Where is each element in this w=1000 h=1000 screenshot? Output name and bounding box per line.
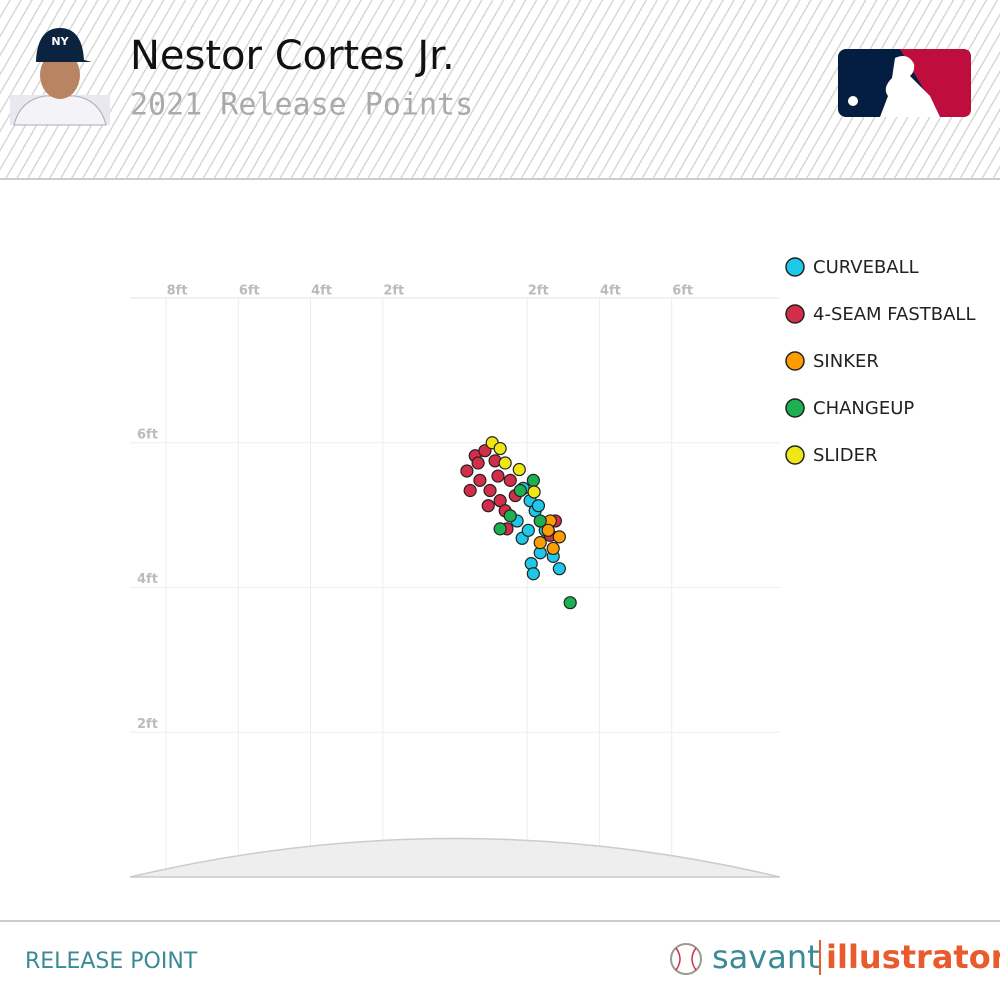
legend-label: CHANGEUP <box>813 398 914 419</box>
grid <box>130 297 780 877</box>
release-point <box>491 469 505 483</box>
release-point <box>552 530 566 544</box>
release-point <box>471 456 485 470</box>
legend-label: CURVEBALL <box>813 257 919 278</box>
pitching-mound <box>129 837 781 878</box>
savant-logo <box>670 940 821 975</box>
x-tick-label: 6ft <box>239 284 260 299</box>
release-point <box>526 567 540 581</box>
legend-swatch <box>785 351 805 371</box>
legend-swatch <box>785 304 805 324</box>
release-point <box>493 522 507 536</box>
release-point <box>493 441 507 456</box>
release-point <box>460 464 474 478</box>
release-point <box>473 473 487 487</box>
release-point <box>521 523 535 537</box>
legend-label: SINKER <box>813 351 879 372</box>
x-tick-label: 4ft <box>600 284 621 299</box>
release-point <box>503 509 517 523</box>
release-point <box>498 456 512 470</box>
header <box>0 0 1000 180</box>
release-point <box>526 473 540 487</box>
release-point <box>546 541 560 556</box>
legend-swatch <box>785 257 805 277</box>
x-tick-label: 2ft <box>383 284 404 299</box>
release-point <box>541 523 555 537</box>
legend-swatch <box>785 398 805 418</box>
y-tick-label: 6ft <box>137 427 158 442</box>
release-point <box>503 473 517 487</box>
y-tick-label: 4ft <box>137 572 158 587</box>
release-point <box>483 483 497 498</box>
brand-illustrator: illustrator <box>826 938 1000 976</box>
svg-text:NY: NY <box>51 35 69 48</box>
footer <box>0 920 1000 1000</box>
legend-label: 4-SEAM FASTBALL <box>813 304 975 325</box>
legend-swatch <box>785 445 805 465</box>
release-point <box>527 485 541 499</box>
release-point <box>513 483 527 498</box>
mlb-logo <box>838 49 971 117</box>
brand-savant: savant <box>712 938 820 976</box>
release-point <box>463 483 477 498</box>
release-point <box>531 499 546 513</box>
player-photo: NY <box>10 28 110 126</box>
chart-title: Nestor Cortes Jr. <box>130 33 455 79</box>
release-point <box>563 596 577 610</box>
release-point <box>552 562 566 576</box>
release-point <box>533 514 547 528</box>
release-point <box>481 499 495 513</box>
x-tick-label: 8ft <box>167 284 188 299</box>
chart-subtitle: 2021 Release Points <box>130 88 473 123</box>
legend-label: SLIDER <box>813 445 878 466</box>
x-tick-label: 6ft <box>672 284 693 299</box>
footer-label: RELEASE POINT <box>25 949 198 974</box>
y-tick-label: 2ft <box>137 717 158 732</box>
release-point <box>533 536 547 550</box>
x-tick-label: 4ft <box>311 284 332 299</box>
release-point <box>512 462 526 477</box>
x-tick-label: 2ft <box>528 284 549 299</box>
